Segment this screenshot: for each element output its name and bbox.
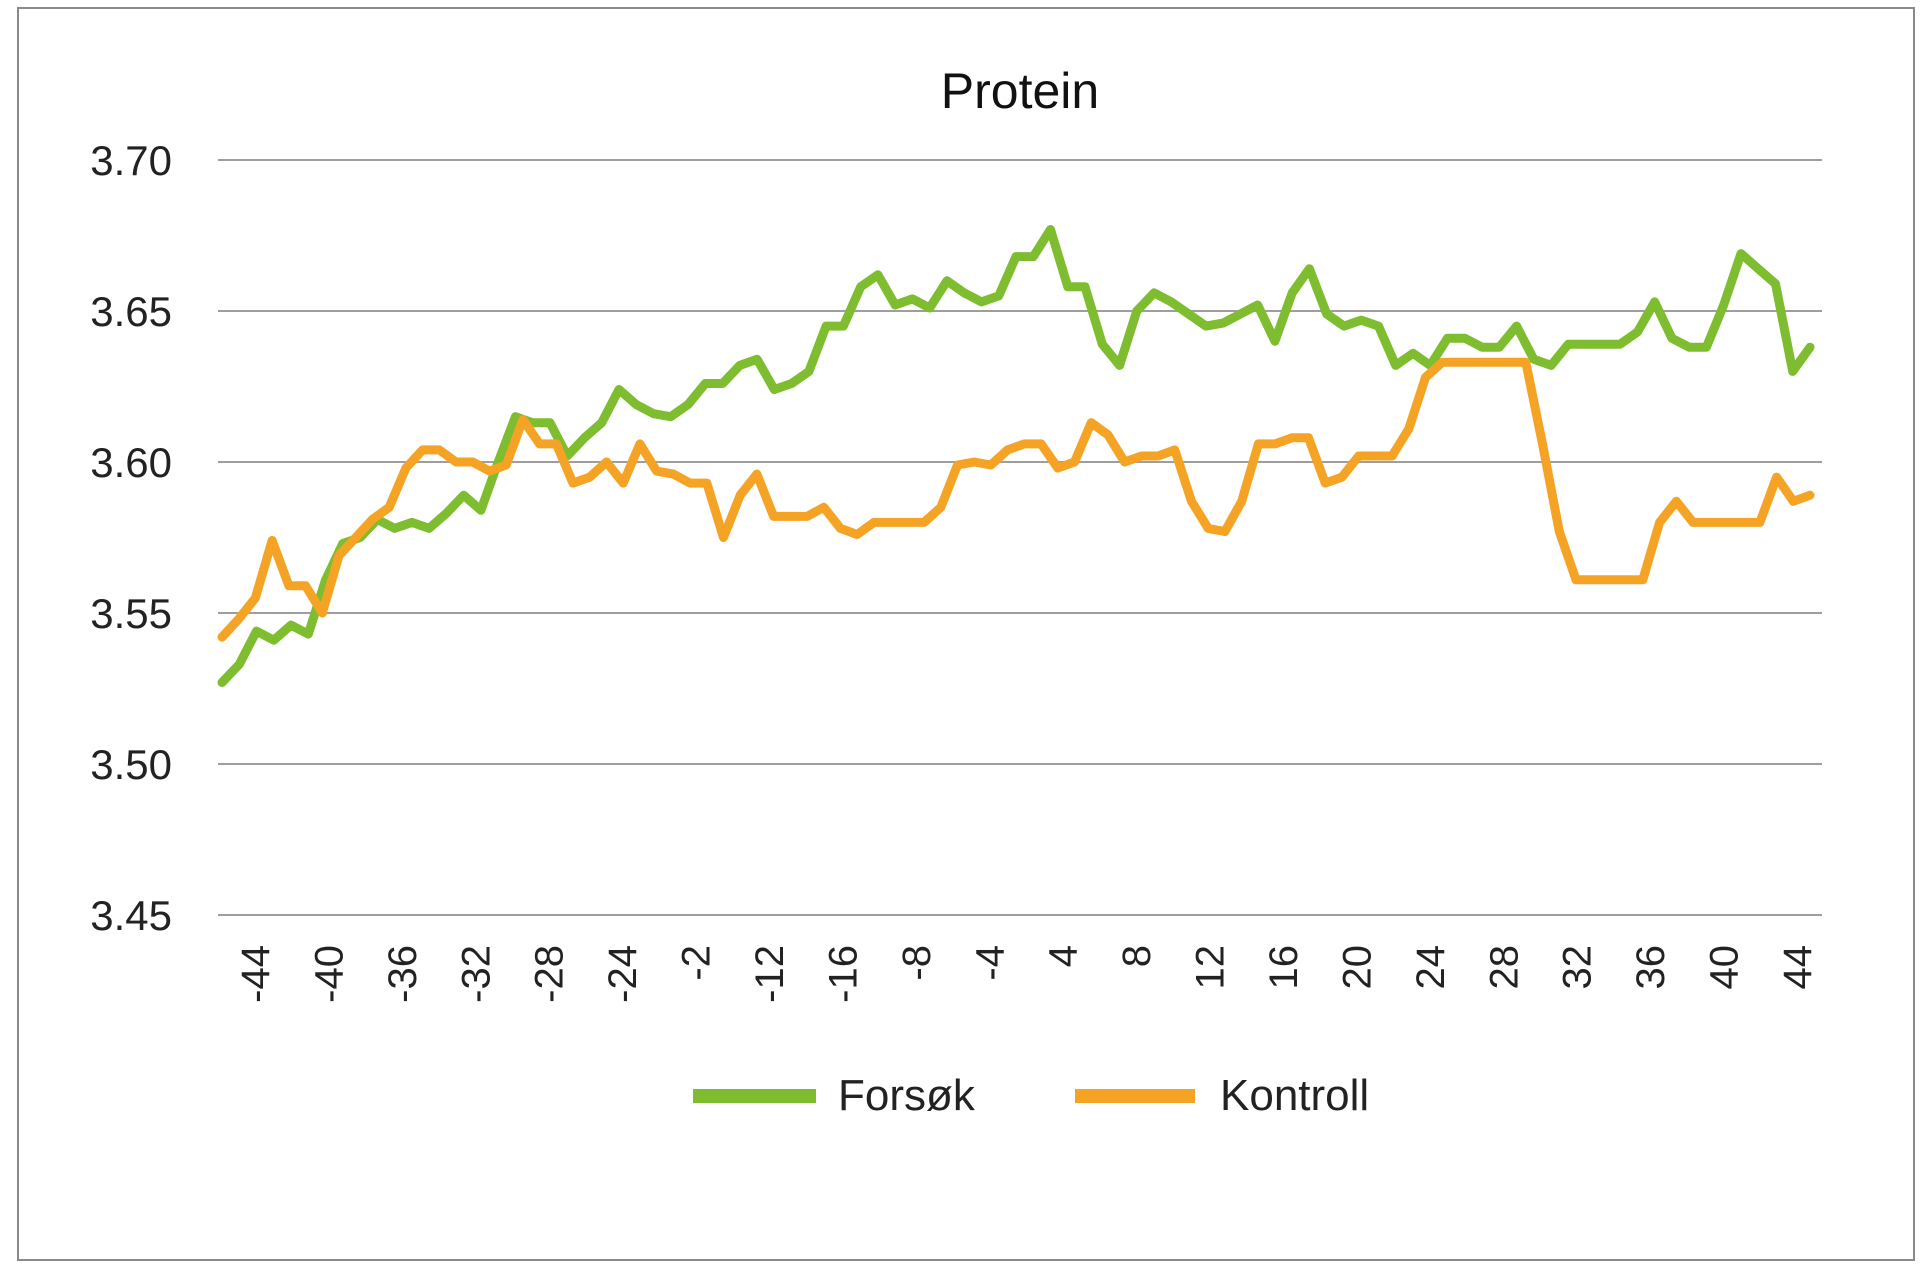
legend-label: Kontroll bbox=[1220, 1071, 1369, 1120]
y-tick-label: 3.45 bbox=[90, 892, 172, 939]
x-tick-label: -44 bbox=[234, 945, 278, 1003]
x-tick-label: -32 bbox=[454, 945, 498, 1003]
series-line-kontroll bbox=[217, 357, 1815, 642]
x-tick-label: 40 bbox=[1703, 945, 1747, 990]
x-tick-label: -4 bbox=[968, 945, 1012, 981]
y-tick-label: 3.55 bbox=[90, 590, 172, 637]
legend: Forsøk Kontroll bbox=[693, 1071, 1369, 1120]
chart-title: Protein bbox=[941, 63, 1099, 119]
x-axis-ticks: -44 -40 -36 -32 -28 -24 -2 -12 -16 -8 -4 4 8 12 16 20 24… bbox=[234, 945, 1820, 1003]
x-tick-label: -2 bbox=[675, 945, 719, 981]
y-tick-label: 3.65 bbox=[90, 288, 172, 335]
series-line-forsok bbox=[217, 225, 1815, 687]
x-tick-label: 8 bbox=[1115, 945, 1159, 967]
y-tick-label: 3.50 bbox=[90, 741, 172, 788]
x-tick-label: 28 bbox=[1482, 945, 1526, 990]
gridlines bbox=[218, 159, 1822, 916]
y-axis-ticks: 3.45 3.50 3.55 3.60 3.65 3.70 bbox=[90, 137, 172, 939]
x-tick-label: -24 bbox=[601, 945, 645, 1003]
x-tick-label: -28 bbox=[528, 945, 572, 1003]
series-lines bbox=[217, 225, 1815, 687]
y-tick-label: 3.70 bbox=[90, 137, 172, 184]
x-tick-label: -8 bbox=[895, 945, 939, 981]
x-tick-label: 12 bbox=[1189, 945, 1233, 990]
legend-label: Forsøk bbox=[838, 1071, 976, 1120]
x-tick-label: -12 bbox=[748, 945, 792, 1003]
y-tick-label: 3.60 bbox=[90, 439, 172, 486]
x-tick-label: -36 bbox=[381, 945, 425, 1003]
x-tick-label: 20 bbox=[1335, 945, 1379, 990]
x-tick-label: 4 bbox=[1042, 945, 1086, 967]
x-tick-label: -40 bbox=[307, 945, 351, 1003]
x-tick-label: 32 bbox=[1556, 945, 1600, 990]
x-tick-label: -16 bbox=[821, 945, 865, 1003]
x-tick-label: 16 bbox=[1262, 945, 1306, 990]
x-tick-label: 36 bbox=[1629, 945, 1673, 990]
chart-border bbox=[17, 7, 1915, 1261]
x-tick-label: 24 bbox=[1409, 945, 1453, 990]
x-tick-label: 44 bbox=[1776, 945, 1820, 990]
